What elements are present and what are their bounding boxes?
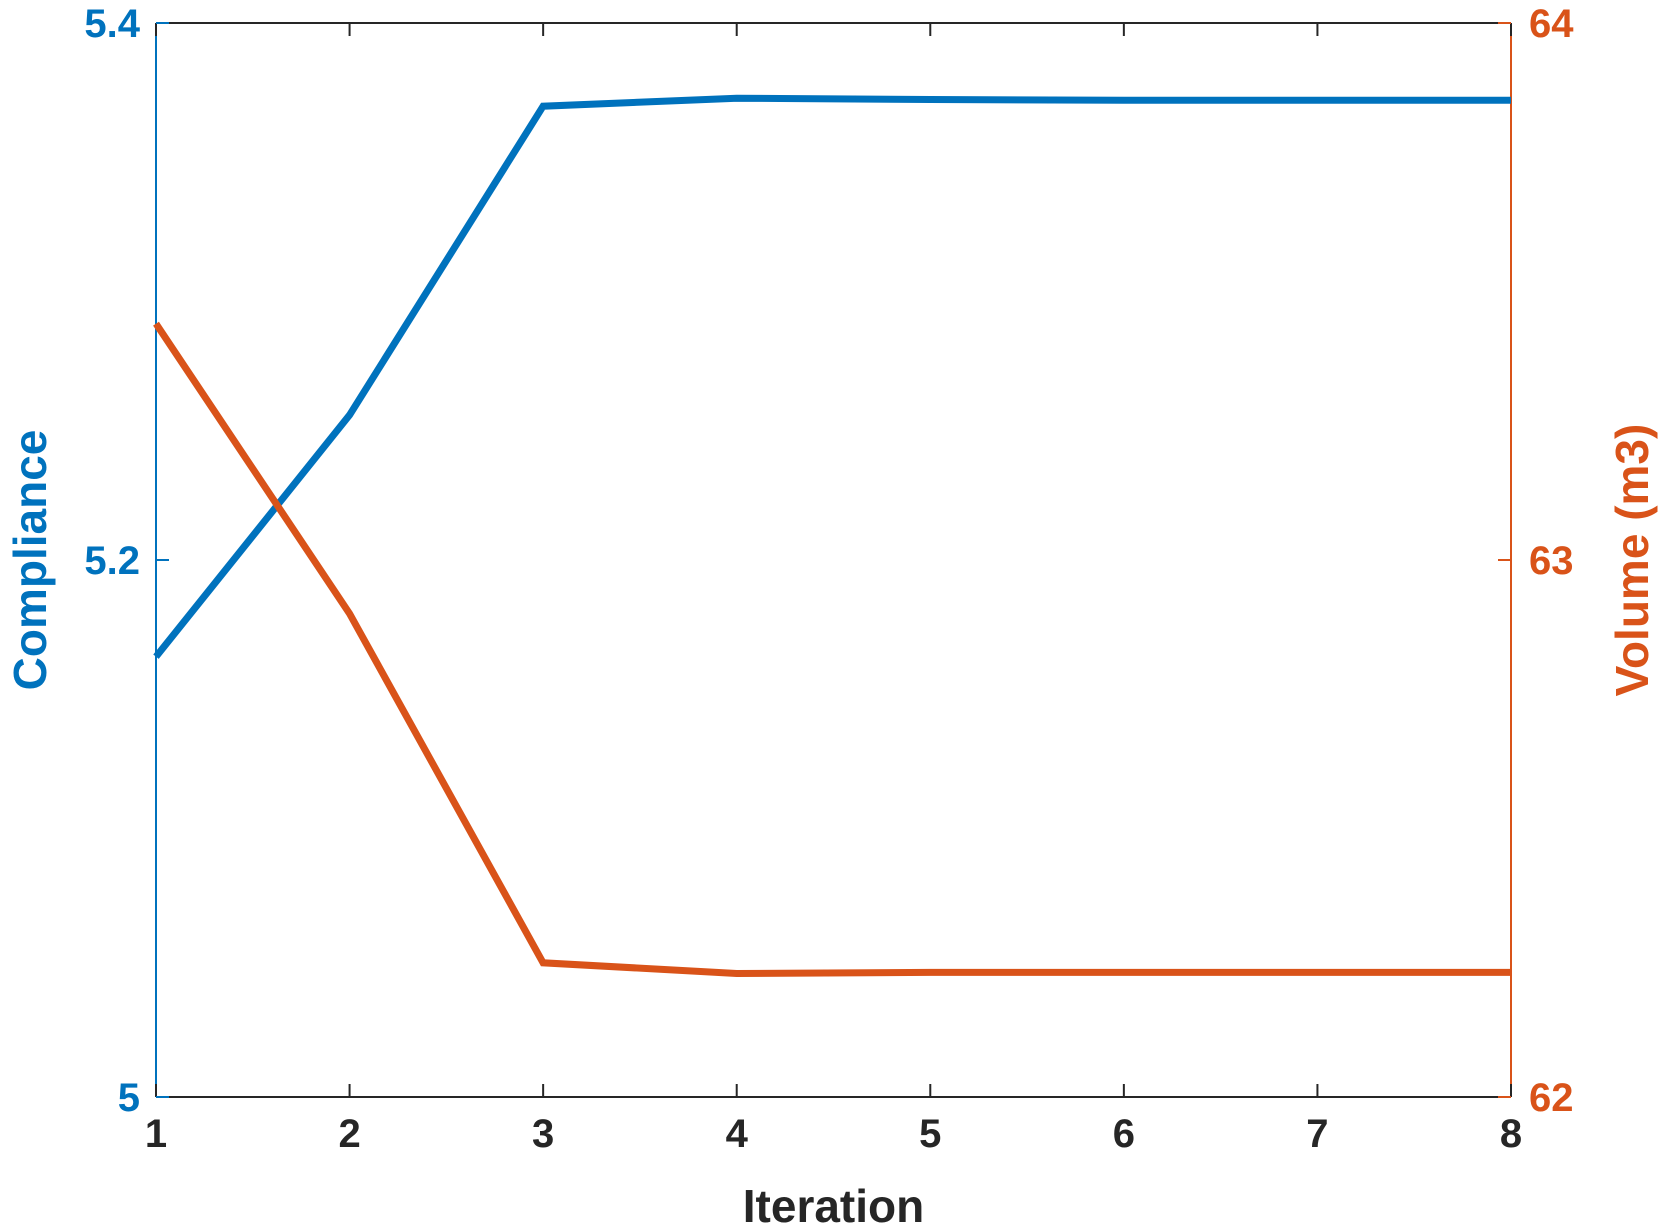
x-tick-label: 3 — [532, 1112, 554, 1156]
y-axis-right-title: Volume (m3) — [1606, 424, 1658, 697]
volume-series-line — [153, 321, 1511, 978]
y-right-tick-label: 64 — [1529, 2, 1574, 46]
x-tick-label: 1 — [145, 1112, 167, 1156]
x-tick-label: 7 — [1306, 1112, 1328, 1156]
y-right-tick-label: 63 — [1529, 539, 1574, 583]
x-tick-label: 5 — [919, 1112, 941, 1156]
y-right-ticks: 62 63 64 — [1498, 2, 1574, 1120]
plot-frame — [155, 22, 1512, 1098]
y-left-ticks: 5 5.2 5.4 — [84, 2, 169, 1120]
x-tick-label: 6 — [1113, 1112, 1135, 1156]
y-left-tick-label: 5.4 — [84, 2, 140, 46]
y-left-tick-label: 5.2 — [84, 539, 140, 583]
x-ticks: 1 2 3 4 5 6 7 8 — [145, 23, 1522, 1156]
x-tick-label: 8 — [1500, 1112, 1522, 1156]
y-axis-left-title: Compliance — [4, 430, 56, 691]
compliance-series-line — [153, 94, 1511, 659]
y-left-tick-label: 5 — [118, 1076, 140, 1120]
x-tick-label: 4 — [726, 1112, 749, 1156]
y-right-tick-label: 62 — [1529, 1076, 1574, 1120]
x-axis-title: Iteration — [743, 1180, 924, 1231]
x-tick-label: 2 — [338, 1112, 360, 1156]
series-layer — [153, 94, 1511, 978]
